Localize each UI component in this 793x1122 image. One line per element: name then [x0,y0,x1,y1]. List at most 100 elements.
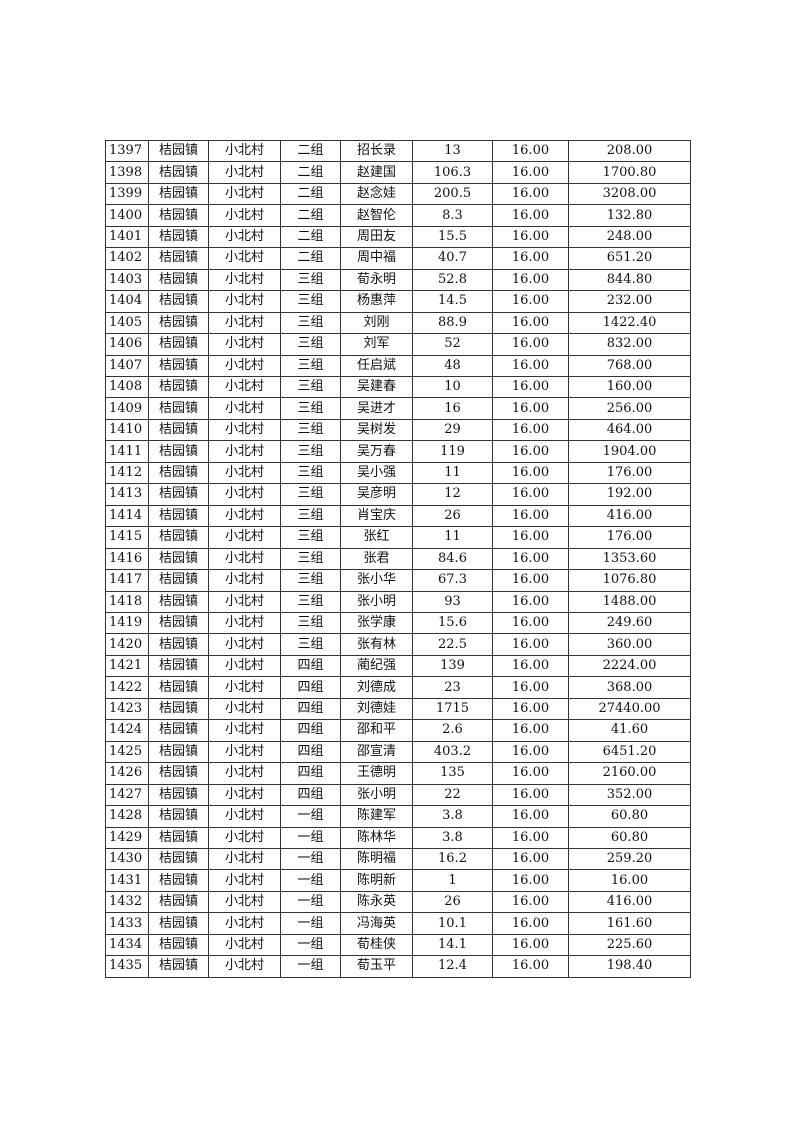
amount-cell: 844.80 [568,268,691,292]
unit-price-cell: 16.00 [492,504,569,528]
group-cell: 四组 [280,676,341,699]
name-cell: 陈建军 [340,805,413,828]
group-cell: 一组 [280,826,341,849]
table-row: 1430 桔园镇 小北村 一组 陈明福 16.2 16.00 259.20 [105,847,691,871]
amount-cell: 368.00 [568,676,691,699]
group-cell: 三组 [280,547,341,571]
row-number-cell: 1405 [105,311,149,335]
group-cell: 二组 [280,139,341,163]
table-row: 1426 桔园镇 小北村 四组 王德明 135 16.00 2160.00 [105,762,691,785]
unit-price-cell: 16.00 [492,805,569,828]
village-cell: 小北村 [208,526,281,549]
village-cell: 小北村 [208,654,281,678]
unit-price-cell: 16.00 [492,847,569,871]
town-cell: 桔园镇 [148,461,209,485]
amount-cell: 2160.00 [568,762,691,785]
amount-cell: 60.80 [568,805,691,828]
village-cell: 小北村 [208,912,281,935]
unit-price-cell: 16.00 [492,783,569,807]
town-cell: 桔园镇 [148,290,209,313]
unit-price-cell: 16.00 [492,333,569,356]
town-cell: 桔园镇 [148,182,209,206]
amount-cell: 16.00 [568,869,691,892]
name-cell: 冯海英 [340,912,413,935]
row-number-cell: 1435 [105,955,149,978]
name-cell: 刘德娃 [340,697,413,721]
area-cell: 11 [412,526,493,549]
amount-cell: 6451.20 [568,740,691,764]
name-cell: 张小明 [340,590,413,613]
row-number-cell: 1432 [105,890,149,914]
area-cell: 22.5 [412,633,493,656]
row-number-cell: 1412 [105,461,149,485]
group-cell: 三组 [280,290,341,313]
group-cell: 三组 [280,483,341,506]
group-cell: 二组 [280,161,341,184]
unit-price-cell: 16.00 [492,697,569,721]
row-number-cell: 1415 [105,526,149,549]
town-cell: 桔园镇 [148,204,209,227]
amount-cell: 176.00 [568,526,691,549]
group-cell: 三组 [280,633,341,656]
village-cell: 小北村 [208,762,281,785]
table-row: 1421 桔园镇 小北村 四组 蔺纪强 139 16.00 2224.00 [105,654,691,678]
row-number-cell: 1427 [105,783,149,807]
area-cell: 23 [412,676,493,699]
table-row: 1402 桔园镇 小北村 二组 周中福 40.7 16.00 651.20 [105,247,691,270]
area-cell: 200.5 [412,182,493,206]
town-cell: 桔园镇 [148,719,209,742]
amount-cell: 651.20 [568,247,691,270]
table-row: 1407 桔园镇 小北村 三组 任启斌 48 16.00 768.00 [105,354,691,377]
amount-cell: 360.00 [568,633,691,656]
row-number-cell: 1399 [105,182,149,206]
row-number-cell: 1410 [105,418,149,442]
village-cell: 小北村 [208,182,281,206]
table-row: 1406 桔园镇 小北村 三组 刘军 52 16.00 832.00 [105,333,691,356]
area-cell: 22 [412,783,493,807]
village-cell: 小北村 [208,204,281,227]
row-number-cell: 1430 [105,847,149,871]
group-cell: 三组 [280,440,341,463]
village-cell: 小北村 [208,890,281,914]
town-cell: 桔园镇 [148,440,209,463]
village-cell: 小北村 [208,225,281,249]
group-cell: 一组 [280,847,341,871]
unit-price-cell: 16.00 [492,418,569,442]
amount-cell: 2224.00 [568,654,691,678]
area-cell: 14.5 [412,290,493,313]
area-cell: 16 [412,397,493,420]
row-number-cell: 1400 [105,204,149,227]
area-cell: 52 [412,333,493,356]
village-cell: 小北村 [208,805,281,828]
table-row: 1432 桔园镇 小北村 一组 陈永英 26 16.00 416.00 [105,890,691,914]
area-cell: 15.5 [412,225,493,249]
table-row: 1404 桔园镇 小北村 三组 杨惠萍 14.5 16.00 232.00 [105,290,691,313]
row-number-cell: 1421 [105,654,149,678]
amount-cell: 225.60 [568,933,691,957]
name-cell: 赵智伦 [340,204,413,227]
area-cell: 106.3 [412,161,493,184]
group-cell: 二组 [280,182,341,206]
name-cell: 王德明 [340,762,413,785]
amount-cell: 192.00 [568,483,691,506]
unit-price-cell: 16.00 [492,247,569,270]
subsidy-table: 1397 桔园镇 小北村 二组 招长录 13 16.00 208.00 1398 桔园镇 小北村 二组… [105,139,691,978]
area-cell: 84.6 [412,547,493,571]
amount-cell: 1076.80 [568,569,691,592]
unit-price-cell: 16.00 [492,912,569,935]
town-cell: 桔园镇 [148,697,209,721]
table-row: 1429 桔园镇 小北村 一组 陈林华 3.8 16.00 60.80 [105,826,691,849]
area-cell: 29 [412,418,493,442]
group-cell: 三组 [280,268,341,292]
name-cell: 张小华 [340,569,413,592]
area-cell: 135 [412,762,493,785]
unit-price-cell: 16.00 [492,311,569,335]
amount-cell: 41.60 [568,719,691,742]
village-cell: 小北村 [208,440,281,463]
amount-cell: 161.60 [568,912,691,935]
village-cell: 小北村 [208,569,281,592]
unit-price-cell: 16.00 [492,955,569,978]
row-number-cell: 1401 [105,225,149,249]
table-row: 1397 桔园镇 小北村 二组 招长录 13 16.00 208.00 [105,139,691,163]
row-number-cell: 1417 [105,569,149,592]
